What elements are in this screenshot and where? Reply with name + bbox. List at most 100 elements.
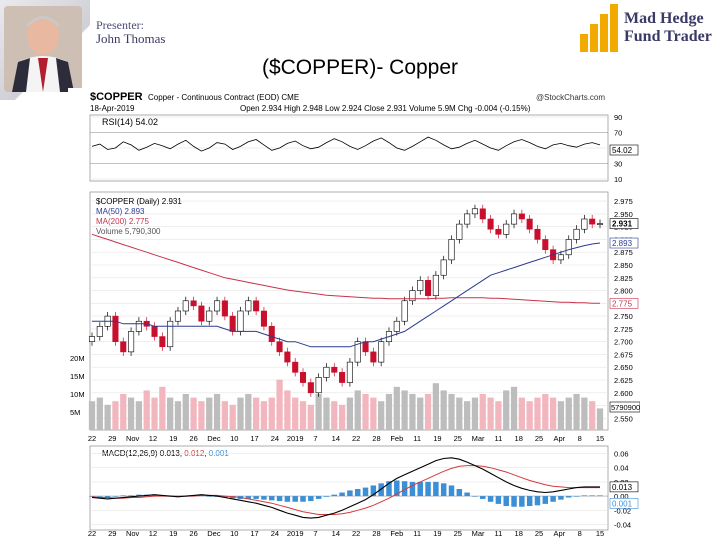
mad-hedge-logo-icon	[580, 4, 618, 52]
candle-body	[315, 377, 322, 394]
macd-hist-bar	[448, 485, 455, 497]
candle-body	[542, 239, 549, 250]
x-axis-label: 19	[169, 529, 177, 538]
macd-hist-bar	[472, 496, 478, 497]
volume-bar	[159, 386, 166, 430]
volume-bar	[268, 397, 275, 430]
macd-hist-bar	[276, 496, 283, 502]
candle-body	[159, 336, 166, 348]
x-axis-label: 24	[271, 529, 279, 538]
macd-hist-bar	[136, 494, 142, 497]
x-axis-label: Feb	[390, 529, 403, 538]
x-axis-label: 18	[515, 434, 523, 443]
presenter-role: Presenter:	[96, 18, 144, 32]
volume-bar	[409, 394, 416, 430]
x-axis-label: 19	[433, 529, 441, 538]
slide-title: ($COPPER)- Copper	[261, 56, 459, 79]
macd-hist-bar	[222, 496, 228, 498]
macd-hist-bar	[511, 496, 517, 507]
volume-bar	[510, 386, 518, 430]
x-axis-label: 22	[352, 434, 360, 443]
macd-tick-label: 0.00	[614, 492, 629, 501]
x-axis-label: 19	[169, 434, 177, 443]
candle-body	[88, 336, 96, 342]
macd-hist-bar	[526, 496, 533, 507]
candle-body	[268, 326, 275, 342]
price-tick-label: 2.550	[614, 414, 633, 423]
x-axis-label: 7	[313, 529, 317, 538]
volume-tick-label: 15M	[70, 372, 85, 381]
volume-bars	[88, 379, 604, 430]
x-axis-label: 7	[313, 434, 317, 443]
macd-tick-label: -0.04	[614, 520, 631, 529]
x-axis-label: 15	[596, 434, 604, 443]
macd-hist-bar	[394, 480, 400, 497]
legend-ma200: MA(200) 2.775	[96, 217, 149, 226]
rsi-tick-label: 10	[614, 175, 622, 184]
macd-hist-bar	[487, 496, 494, 502]
x-axis-label: Feb	[390, 434, 403, 443]
rsi-last-value: 54.02	[612, 146, 633, 155]
macd-hist-bar	[550, 496, 556, 502]
volume-bar	[260, 401, 268, 430]
candle-body	[299, 372, 307, 383]
volume-bar	[120, 394, 127, 430]
x-axis-label: 28	[372, 529, 380, 538]
volume-bar	[331, 401, 338, 430]
macd-hist-bar	[128, 495, 134, 497]
macd-hist-bar	[97, 496, 103, 497]
macd-hist-bar	[440, 483, 447, 497]
x-axis-label: 11	[413, 434, 421, 443]
macd-hist-bar	[323, 496, 330, 497]
volume-bar	[213, 394, 221, 430]
macd-hist-bar	[386, 481, 392, 497]
candle-body	[487, 218, 494, 230]
candle-body	[526, 218, 533, 230]
macd-tick-label: 0.06	[614, 450, 629, 459]
x-axis-label: 25	[454, 529, 462, 538]
rsi-tick-label: 90	[614, 113, 622, 122]
x-axis-labels-lower: 22 29 Nov 12 19 26 Dec 10 17 24 2019 7 14 22 28 Feb 11 19…	[88, 529, 604, 538]
volume-bar	[174, 401, 182, 430]
volume-bar	[448, 394, 455, 430]
macd-hist-bar	[456, 489, 463, 497]
volume-bar	[370, 397, 377, 430]
candle-body	[510, 213, 518, 225]
candle-body	[292, 361, 299, 373]
x-axis-label: 29	[108, 434, 116, 443]
price-tick-label: 2.975	[614, 197, 633, 206]
x-axis-label: 22	[88, 529, 96, 538]
chart-background	[68, 88, 640, 538]
volume-bar	[456, 397, 463, 430]
candle-body	[276, 341, 283, 353]
macd-hist-bar	[409, 481, 416, 497]
volume-bar	[487, 397, 494, 430]
candle-body	[346, 361, 353, 383]
volume-bar	[315, 394, 322, 430]
volume-bar	[307, 404, 314, 430]
x-axis-label: 26	[189, 434, 197, 443]
candle-body	[245, 300, 252, 312]
x-axis-label: 11	[495, 434, 503, 443]
candle-body	[596, 223, 604, 225]
ma50-line	[92, 242, 601, 348]
ma200-badge-value: 2.775	[612, 299, 633, 308]
volume-bar	[557, 401, 565, 430]
volume-badge-value: 5790900	[611, 403, 640, 412]
volume-bar	[104, 404, 111, 430]
macd-hist-bar	[292, 496, 298, 502]
macd-hist-bar	[597, 495, 603, 497]
candle-body	[167, 320, 174, 348]
macd-hist-bar	[534, 496, 541, 506]
chart-source: @StockCharts.com	[536, 93, 605, 102]
candle-body	[190, 300, 197, 307]
price-legend: $COPPER (Daily) 2.931 MA(50) 2.893 MA(20…	[96, 197, 182, 236]
price-tick-label: 2.950	[614, 210, 633, 219]
volume-bar	[589, 401, 596, 430]
volume-bar	[112, 401, 119, 430]
rsi-grid	[90, 116, 608, 180]
candle-body	[284, 351, 291, 363]
price-tick-label: 2.650	[614, 363, 633, 372]
volume-bar	[596, 408, 604, 430]
presenter-name: John Thomas	[96, 31, 166, 46]
